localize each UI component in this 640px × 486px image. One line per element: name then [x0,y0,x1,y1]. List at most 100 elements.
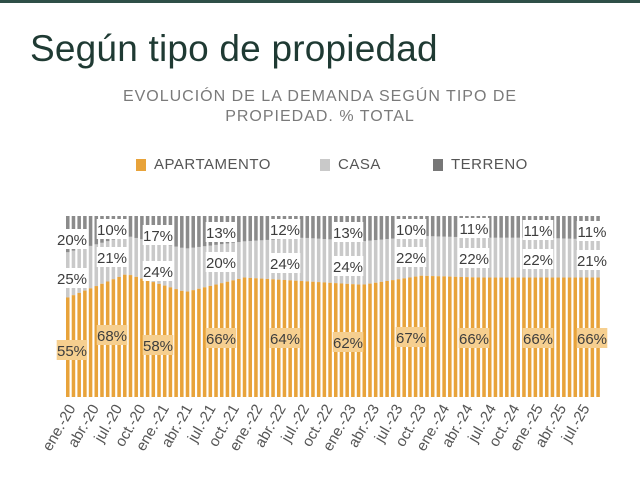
bar-apartamento [567,277,572,397]
bar-apartamento [311,281,315,397]
data-label-terreno-bg [576,221,608,241]
data-label-apartamento-bg [142,335,174,355]
bar-casa [505,237,509,278]
data-label-apartamento-bg [395,327,427,347]
bar-casa [448,236,452,277]
data-label-terreno-bg [332,222,364,242]
data-label-apartamento-bg [56,340,88,360]
data-label-casa: 24% [143,264,173,281]
bar-apartamento [259,278,264,397]
bar-apartamento [94,286,99,397]
bar-casa [573,238,578,278]
bar-apartamento [265,278,270,397]
bar-apartamento [453,276,458,397]
data-label-terreno-bg [96,219,128,239]
bar-terreno [299,216,304,238]
bar-casa [88,245,93,289]
data-label-apartamento: 62% [333,335,363,352]
bar-apartamento [448,276,452,397]
bar-casa [453,236,458,277]
bar-terreno [311,216,315,239]
data-label-apartamento-bg [522,328,554,348]
data-label-casa: 24% [270,256,300,273]
top-rule [0,0,640,3]
legend-label-casa: CASA [338,156,381,173]
bar-apartamento [322,282,327,397]
bar-apartamento [391,280,395,397]
bar-casa [385,239,389,281]
bar-terreno [242,216,247,242]
bar-terreno [180,216,184,248]
bar-apartamento [174,289,178,397]
data-label-casa: 22% [523,252,553,269]
data-label-apartamento-bg [458,328,490,348]
bar-apartamento [191,290,195,397]
bar-apartamento [140,278,144,397]
bar-casa [499,237,503,278]
bar-apartamento [556,277,560,397]
bar-apartamento [562,277,566,397]
bar-terreno [425,216,429,237]
bar-apartamento [436,276,441,397]
bar-apartamento [573,277,578,397]
bar-apartamento [362,284,367,397]
data-label-casa: 25% [57,271,87,288]
legend-item-casa: CASA [320,156,381,173]
bar-terreno [174,216,178,247]
chart-title: EVOLUCIÓN DE LA DEMANDA SEGÚN TIPO DE PR… [0,87,640,127]
data-label-terreno: 10% [97,222,127,239]
bar-casa [436,236,441,277]
bar-apartamento [442,276,446,397]
data-label-apartamento: 58% [143,338,173,355]
bar-apartamento [505,277,509,397]
bar-terreno [362,216,367,242]
bar-terreno [305,216,310,238]
data-label-casa-bg [205,252,237,272]
data-label-casa: 24% [333,259,363,276]
chart-title-line-2: PROPIEDAD. % TOTAL [225,108,415,125]
bar-terreno [436,216,441,237]
bar-terreno [88,216,93,246]
bar-terreno [254,216,258,241]
bar-casa [134,237,138,277]
data-label-casa: 20% [206,255,236,272]
bar-casa [145,240,150,281]
bar-casa [362,241,367,285]
bar-terreno [322,216,327,240]
data-label-casa-bg [332,256,364,276]
bar-casa [567,238,572,278]
bar-terreno [499,216,503,238]
bar-casa [197,246,201,289]
bar-terreno [316,216,321,239]
data-label-apartamento: 66% [206,331,236,348]
bar-apartamento [316,282,321,397]
bar-casa [368,240,372,284]
data-label-apartamento-bg [205,328,237,348]
bar-casa [259,240,264,279]
data-label-terreno-bg [205,222,237,242]
data-label-terreno-bg [395,219,427,239]
bar-terreno [237,216,241,243]
data-label-casa: 22% [459,251,489,268]
bar-terreno [140,216,144,240]
bar-terreno [202,216,207,247]
data-label-apartamento: 64% [270,331,300,348]
data-label-casa-bg [269,253,301,273]
bar-casa [202,246,207,288]
data-label-casa-bg [56,268,88,288]
bar-terreno [391,216,395,239]
data-label-apartamento: 66% [577,331,607,348]
bar-terreno [493,216,498,238]
bar-casa [254,240,258,279]
bar-casa [373,240,378,283]
legend-item-terreno: TERRENO [433,156,528,173]
data-label-terreno-bg [142,225,174,245]
data-label-terreno-bg [522,220,554,240]
bar-terreno [442,216,446,237]
data-label-casa: 21% [577,253,607,270]
bar-casa [442,236,446,277]
data-label-apartamento: 66% [523,331,553,348]
data-label-terreno: 20% [57,232,87,249]
data-label-apartamento: 67% [396,330,426,347]
